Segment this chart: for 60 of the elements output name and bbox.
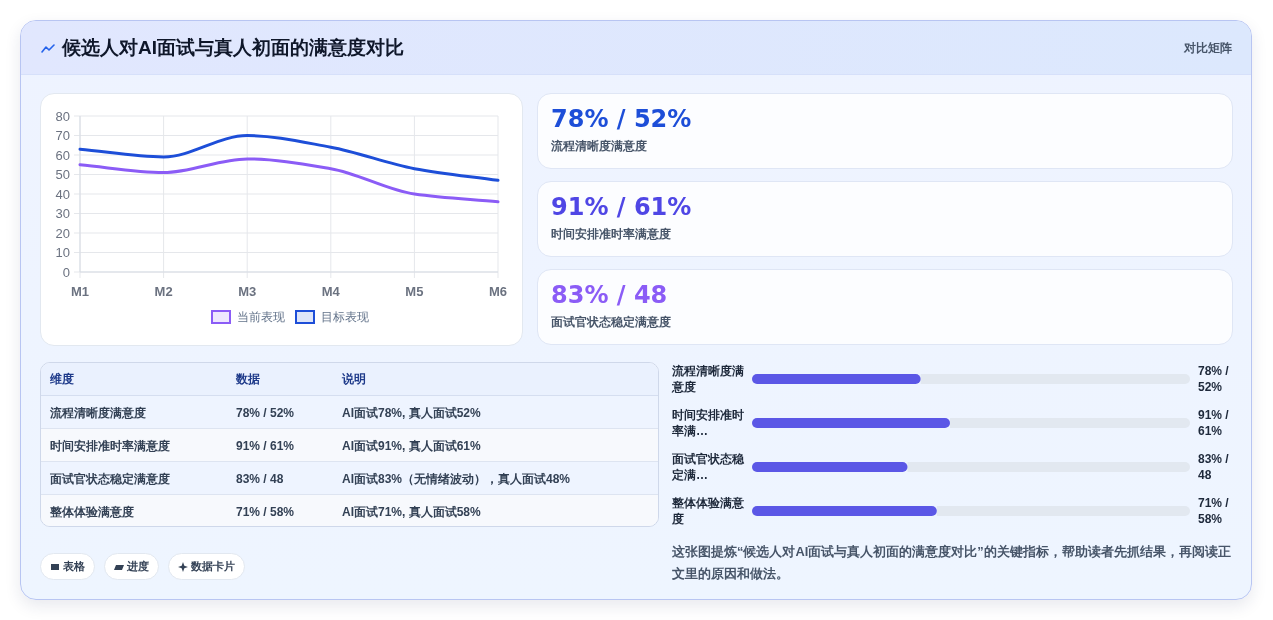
y-tick-label: 50 bbox=[55, 167, 70, 182]
x-tick-label: M4 bbox=[321, 283, 341, 299]
y-tick-label: 70 bbox=[55, 128, 70, 143]
text: AI面试83%（无情绪波动），真人面试48% bbox=[342, 472, 571, 486]
text: 71% / 58% bbox=[236, 505, 295, 519]
y-tick-label: 30 bbox=[55, 206, 70, 221]
x-tick-label: M6 bbox=[488, 283, 508, 299]
text: 83% / 48 bbox=[551, 281, 668, 309]
text: 表格 bbox=[63, 560, 85, 572]
text: 91% / 61% bbox=[551, 193, 692, 221]
category-label: 维度 bbox=[50, 371, 74, 387]
y-tick-label: 10 bbox=[55, 245, 70, 260]
text: 78% / 52% bbox=[551, 105, 692, 133]
text: 83% / 48 bbox=[236, 472, 284, 486]
text: AI面试78%, 真人面试52% bbox=[342, 406, 481, 420]
x-tick-label: M2 bbox=[154, 283, 173, 299]
category-label: 说明 bbox=[342, 371, 366, 387]
category-label: 面试官状态稳定满意度 bbox=[551, 314, 671, 330]
y-tick-label: 面试官状态稳定满… bbox=[672, 451, 745, 483]
y-tick-label: 时间安排准时率满… bbox=[672, 407, 745, 439]
text: 91% / 61% bbox=[236, 439, 295, 453]
text: AI面试71%, 真人面试58% bbox=[342, 505, 481, 519]
text: 71% / 58% bbox=[1198, 495, 1230, 527]
legend-label: 目标表现 bbox=[321, 310, 369, 324]
text: 83% / 48 bbox=[1198, 451, 1230, 483]
text: 对比矩阵 bbox=[1184, 40, 1232, 56]
legend-label: 当前表现 bbox=[237, 310, 285, 324]
text: 91% / 61% bbox=[1198, 407, 1230, 439]
text: AI面试91%, 真人面试61% bbox=[342, 439, 481, 453]
y-tick-label: 80 bbox=[55, 108, 70, 124]
bar bbox=[920, 374, 1190, 384]
y-tick-label: 40 bbox=[55, 186, 70, 202]
line-series bbox=[78, 134, 500, 182]
bar bbox=[949, 418, 1190, 428]
bar bbox=[752, 374, 921, 384]
bar bbox=[752, 462, 908, 472]
text: 这张图提炼“候选人对AI面试与真人初面的满意度对比”的关键指标，帮助读者先抓结果，再阅读正文里的原因和做法。 bbox=[672, 543, 1232, 583]
bar bbox=[936, 506, 1190, 516]
category-label: 数据 bbox=[236, 371, 260, 387]
text: 78% / 52% bbox=[1198, 363, 1230, 395]
text: 进度 bbox=[127, 560, 149, 572]
y-tick-label: 20 bbox=[55, 225, 70, 241]
y-tick-label: 0 bbox=[62, 264, 70, 280]
text: 78% / 52% bbox=[236, 406, 295, 420]
x-tick-label: M5 bbox=[405, 283, 424, 299]
y-tick-label: 整体体验满意度 bbox=[672, 495, 745, 527]
x-tick-label: M1 bbox=[70, 283, 90, 299]
y-tick-label: 60 bbox=[55, 147, 70, 163]
bar bbox=[752, 418, 950, 428]
y-tick-label: 流程清晰度满意度 bbox=[672, 363, 745, 395]
category-label: 时间安排准时率满意度 bbox=[50, 439, 170, 453]
text: 数据卡片 bbox=[191, 560, 235, 572]
bar bbox=[752, 506, 937, 516]
line-series bbox=[78, 157, 500, 204]
category-label: 时间安排准时率满意度 bbox=[551, 226, 671, 242]
category-label: 面试官状态稳定满意度 bbox=[50, 472, 170, 486]
x-tick-label: M3 bbox=[238, 283, 257, 299]
bar bbox=[907, 462, 1190, 472]
chart-title: 候选人对AI面试与真人初面的满意度对比 bbox=[62, 36, 404, 60]
category-label: 流程清晰度满意度 bbox=[551, 138, 647, 154]
